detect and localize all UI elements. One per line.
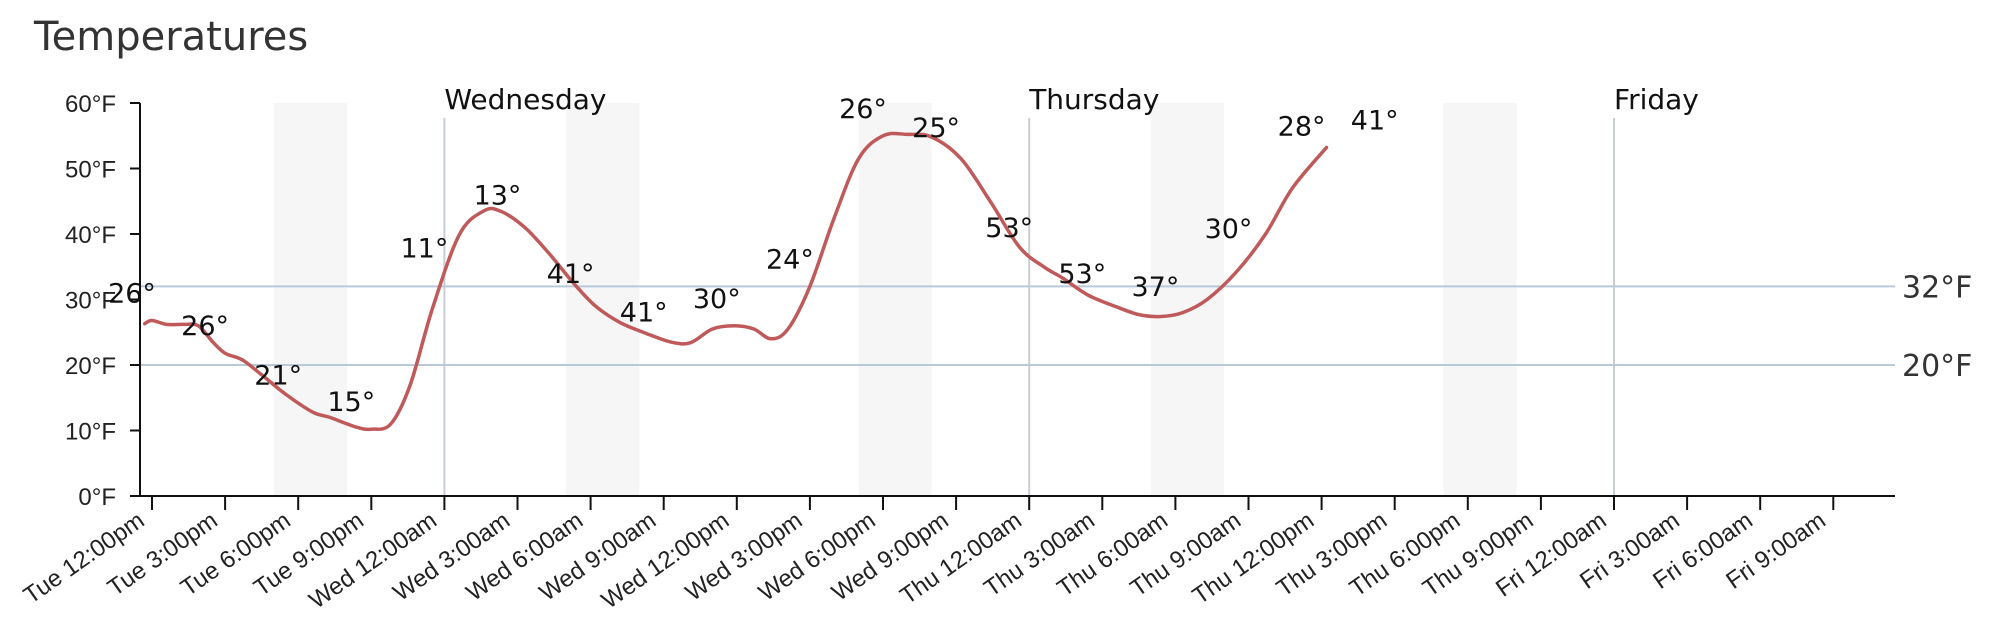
y-tick-label: 20°F [65, 353, 116, 380]
y-tick-label: 60°F [65, 91, 116, 118]
point-label: 24° [766, 244, 814, 275]
day-label: Wednesday [444, 83, 606, 116]
y-tick-label: 0°F [78, 484, 116, 511]
night-band [858, 103, 932, 496]
chart-title: Temperatures [34, 14, 309, 60]
point-label: 26° [108, 278, 156, 309]
point-label: 13° [474, 181, 522, 212]
day-markers: Wednesday Thursday Friday [443, 83, 1699, 496]
point-label: 30° [1205, 214, 1253, 245]
point-label: 37° [1131, 272, 1179, 303]
point-label: 53° [1058, 259, 1106, 290]
point-labels: 26° 26° 21° 15° 11° 13° 41° 41° 30° 24° 26° 25° 53° 5… [108, 94, 1399, 418]
point-label: 41° [547, 259, 595, 290]
y-tick-label: 10°F [65, 419, 116, 446]
day-label: Thursday [1028, 83, 1159, 116]
point-label: 41° [620, 298, 668, 329]
point-label: 53° [985, 213, 1033, 244]
point-label: 15° [327, 387, 375, 418]
night-band [1443, 103, 1517, 496]
reference-line-label: 32°F [1902, 270, 1972, 305]
x-tick-label: Tue 12:00pm [19, 507, 150, 610]
y-tick-label: 50°F [65, 157, 116, 184]
point-label: 26° [839, 94, 887, 125]
reference-lines: 32°F 20°F [140, 270, 1972, 384]
night-band [1151, 103, 1225, 496]
series-group [142, 131, 1329, 432]
point-label: 41° [1351, 106, 1399, 137]
day-label: Friday [1614, 83, 1699, 116]
temperature-line [142, 131, 1329, 432]
y-tick-label: 40°F [65, 222, 116, 249]
point-label: 25° [912, 113, 960, 144]
night-band [273, 103, 347, 496]
night-band [566, 103, 640, 496]
y-tick-label: 30°F [65, 288, 116, 315]
point-label: 21° [254, 361, 302, 392]
reference-line-label: 20°F [1902, 349, 1972, 384]
point-label: 11° [400, 234, 448, 265]
point-label: 30° [693, 284, 741, 315]
point-label: 28° [1278, 111, 1326, 142]
point-label: 26° [181, 311, 229, 342]
night-bands [273, 103, 1517, 496]
